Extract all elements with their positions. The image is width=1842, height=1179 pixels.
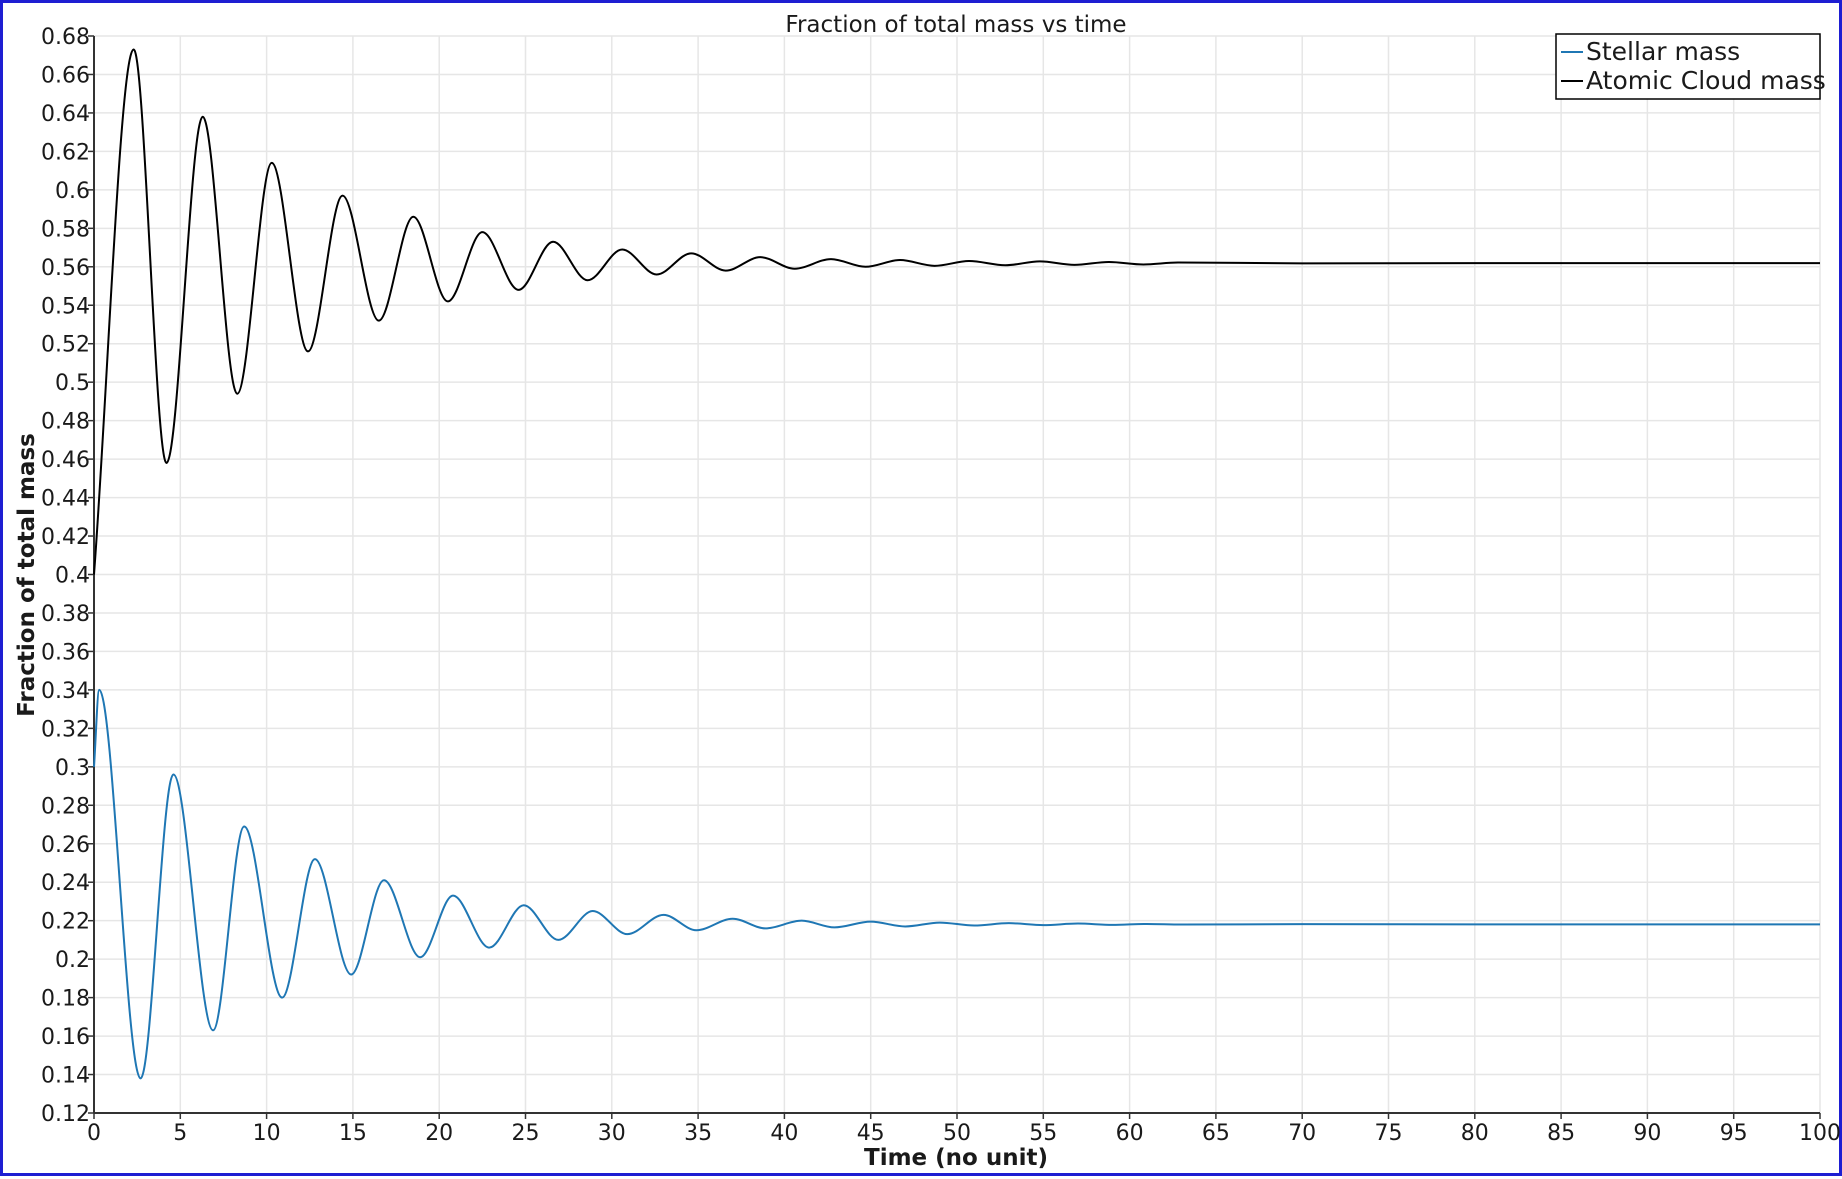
x-tick-label: 65 (1202, 1121, 1230, 1146)
y-tick-label: 0.36 (41, 640, 90, 665)
y-tick-label: 0.26 (41, 833, 90, 858)
x-axis-title: Time (no unit) (864, 1145, 1048, 1171)
y-tick-label: 0.16 (41, 1025, 90, 1050)
y-tick-label: 0.5 (55, 371, 90, 396)
y-tick-label: 0.44 (41, 487, 90, 512)
line-chart: 0 5 10 15 20 25 30 35 40 45 50 55 60 65 70 75 80 85 90 95 10… (14, 12, 1841, 1171)
y-tick-label: 0.68 (41, 25, 90, 50)
x-tick-label: 70 (1288, 1121, 1316, 1146)
y-tick-label: 0.6 (55, 179, 90, 204)
y-tick-label: 0.14 (41, 1064, 90, 1089)
y-tick-label: 0.42 (41, 525, 90, 550)
x-tick-label: 90 (1633, 1121, 1661, 1146)
series-line-stellar-mass (93, 688, 1820, 1080)
x-tick-label: 75 (1375, 1121, 1403, 1146)
y-tick-label: 0.18 (41, 987, 90, 1012)
y-tick-label: 0.66 (41, 63, 90, 88)
y-tick-label: 0.58 (41, 217, 90, 242)
y-tick-label: 0.62 (41, 140, 90, 165)
y-tick-label: 0.64 (41, 102, 90, 127)
x-tick-label: 15 (339, 1121, 367, 1146)
x-ticks: 0 5 10 15 20 25 30 35 40 45 50 55 60 65 70 75 80 85 90 95 10… (87, 1113, 1841, 1146)
y-ticks: 0.12 0.14 0.16 0.18 0.2 0.22 0.24 0.26 0.28 0.3 0.… (41, 25, 94, 1127)
y-tick-label: 0.3 (55, 756, 90, 781)
series-line-atomic-cloud-mass (93, 48, 1820, 575)
y-tick-label: 0.56 (41, 256, 90, 281)
y-tick-label: 0.24 (41, 871, 90, 896)
legend-box (1555, 33, 1821, 100)
x-tick-label: 40 (770, 1121, 798, 1146)
x-tick-label: 35 (684, 1121, 712, 1146)
y-tick-label: 0.48 (41, 410, 90, 435)
x-tick-label: 25 (512, 1121, 540, 1146)
x-tick-label: 80 (1461, 1121, 1489, 1146)
y-tick-label: 0.32 (41, 717, 90, 742)
x-tick-label: 5 (173, 1121, 187, 1146)
x-tick-label: 55 (1029, 1121, 1057, 1146)
series (93, 48, 1820, 1080)
x-tick-label: 45 (857, 1121, 885, 1146)
y-tick-label: 0.2 (55, 948, 90, 973)
legend-label-atomic-cloud: Atomic Cloud mass (1586, 66, 1826, 95)
chart-title: Fraction of total mass vs time (785, 12, 1126, 38)
x-tick-label: 30 (598, 1121, 626, 1146)
y-tick-label: 0.34 (41, 679, 90, 704)
y-tick-label: 0.38 (41, 602, 90, 627)
y-tick-label: 0.4 (55, 564, 90, 589)
x-tick-label: 10 (253, 1121, 281, 1146)
y-tick-label: 0.28 (41, 794, 90, 819)
x-tick-label: 60 (1116, 1121, 1144, 1146)
legend: Stellar mass Atomic Cloud mass (1555, 33, 1826, 100)
y-axis-title: Fraction of total mass (14, 433, 40, 717)
y-tick-label: 0.12 (41, 1102, 90, 1127)
y-tick-label: 0.54 (41, 294, 90, 319)
grid (94, 35, 1821, 1113)
legend-label-stellar: Stellar mass (1586, 37, 1740, 66)
x-tick-label: 95 (1720, 1121, 1748, 1146)
x-tick-label: 20 (425, 1121, 453, 1146)
y-tick-label: 0.46 (41, 448, 90, 473)
x-tick-label: 100 (1799, 1121, 1841, 1146)
x-tick-label: 0 (87, 1121, 101, 1146)
y-tick-label: 0.52 (41, 333, 90, 358)
x-tick-label: 50 (943, 1121, 971, 1146)
y-tick-label: 0.22 (41, 910, 90, 935)
x-tick-label: 85 (1547, 1121, 1575, 1146)
